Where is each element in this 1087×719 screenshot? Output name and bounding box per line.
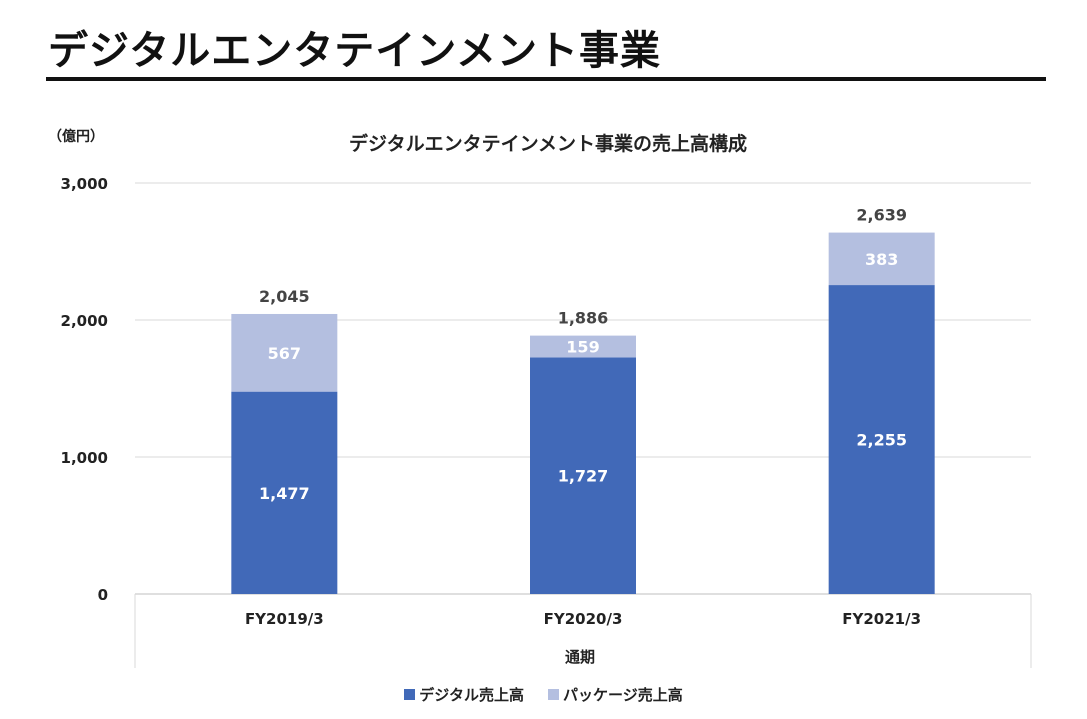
bar-segment-package	[828, 232, 935, 286]
legend-swatch	[404, 689, 416, 700]
y-axis-unit-label: （億円）	[48, 128, 104, 145]
total-label: 2,045	[259, 287, 310, 306]
bar-segment-digital	[530, 357, 636, 594]
total-label: 1,886	[558, 309, 609, 328]
y-tick-label: 2,000	[61, 312, 108, 330]
y-tick-label: 0	[98, 586, 108, 604]
data-label: 159	[566, 338, 599, 357]
chart-legend: デジタル売上高 パッケージ売上高	[0, 684, 1087, 705]
bar-segment-digital	[231, 391, 338, 594]
x-tick-label: FY2019/3	[245, 610, 324, 628]
legend-label: デジタル売上高	[419, 686, 524, 704]
legend-label: パッケージ売上高	[563, 686, 683, 704]
title-divider	[46, 77, 1046, 81]
data-label: 383	[865, 250, 898, 269]
page-title: デジタルエンタテインメント事業	[48, 28, 661, 74]
legend-item: パッケージ売上高	[548, 684, 683, 705]
bar-segment-package	[231, 313, 338, 392]
x-tick-label: FY2020/3	[544, 610, 623, 628]
bar-segment-digital	[828, 285, 935, 594]
data-label: 1,477	[259, 484, 310, 503]
legend-item: デジタル売上高	[404, 684, 524, 705]
y-tick-label: 1,000	[61, 449, 108, 467]
x-axis-label: 通期	[565, 648, 595, 666]
total-label: 2,639	[856, 205, 907, 224]
data-label: 567	[268, 344, 301, 363]
y-tick-label: 3,000	[61, 175, 108, 193]
chart-title: デジタルエンタテインメント事業の売上高構成	[349, 132, 747, 155]
legend-swatch	[548, 689, 559, 700]
bar-segment-package	[530, 335, 636, 358]
data-label: 2,255	[856, 431, 907, 450]
data-label: 1,727	[558, 467, 609, 486]
stacked-bar-chart: デジタルエンタテインメント事業の売上高構成 （億円） 通期 0 1,000 2,00…	[48, 128, 1032, 668]
x-tick-label: FY2021/3	[842, 610, 921, 628]
